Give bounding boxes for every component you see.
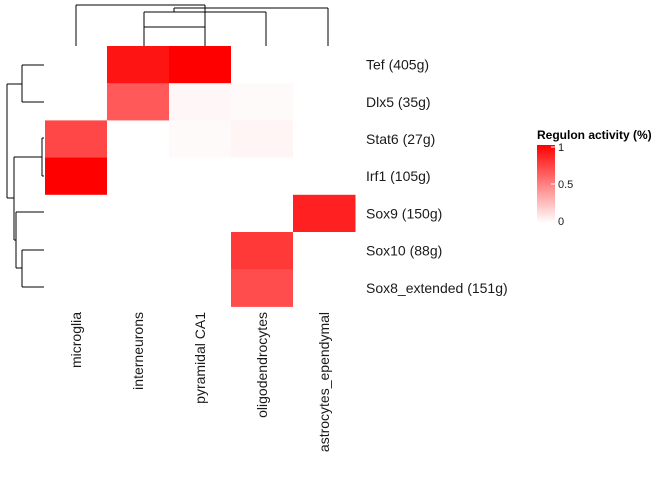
heatmap-cell bbox=[293, 194, 356, 233]
heatmap-cell bbox=[107, 269, 170, 307]
heatmap-cell bbox=[293, 46, 356, 84]
heatmap-cell bbox=[107, 194, 170, 233]
legend-tick-label: 0 bbox=[558, 216, 564, 228]
heatmap-cell bbox=[231, 83, 294, 121]
heatmap-cell bbox=[45, 232, 108, 270]
column-labels: microglia interneurons pyramidal CA1 oligod… bbox=[68, 312, 332, 452]
heatmap-cell bbox=[293, 83, 356, 121]
heatmap-cell bbox=[169, 120, 232, 159]
legend-tick-label: 1 bbox=[558, 142, 564, 154]
row-label: Sox10 (88g) bbox=[366, 243, 442, 259]
heatmap-cell bbox=[107, 120, 170, 159]
heatmap-cell bbox=[231, 269, 294, 307]
heatmap-cell bbox=[45, 120, 108, 159]
row-label: Dlx5 (35g) bbox=[366, 94, 431, 110]
heatmap-cell bbox=[45, 194, 108, 233]
heatmap-cell bbox=[231, 120, 294, 159]
heatmap-cell bbox=[169, 269, 232, 307]
heatmap-cell bbox=[293, 232, 356, 270]
heatmap-cell bbox=[293, 120, 356, 159]
heatmap-cell bbox=[45, 83, 108, 121]
color-legend: Regulon activity (%) 10.50 bbox=[537, 128, 652, 228]
heatmap-cell bbox=[231, 194, 294, 233]
heatmap-cell bbox=[293, 269, 356, 307]
row-label: Irf1 (105g) bbox=[366, 168, 431, 184]
legend-tick-label: 0.5 bbox=[558, 179, 573, 191]
heatmap-cell bbox=[169, 194, 232, 233]
heatmap-cell bbox=[45, 157, 108, 196]
column-dendrogram bbox=[75, 4, 329, 46]
legend-colorbar bbox=[537, 145, 555, 223]
heatmap-cell bbox=[231, 157, 294, 196]
row-label: Stat6 (27g) bbox=[366, 131, 435, 147]
legend-ticks: 10.50 bbox=[551, 142, 573, 228]
heatmap-cell bbox=[231, 232, 294, 270]
heatmap-cell bbox=[169, 157, 232, 196]
heatmap-cell bbox=[107, 46, 170, 84]
heatmap-cells bbox=[45, 46, 356, 307]
heatmap-cell bbox=[107, 157, 170, 196]
column-label: astrocytes_ependymal bbox=[316, 312, 332, 452]
heatmap-cell bbox=[107, 232, 170, 270]
heatmap-cell bbox=[45, 46, 108, 84]
column-label: microglia bbox=[68, 312, 84, 368]
heatmap-cell bbox=[293, 157, 356, 196]
heatmap-cell bbox=[45, 269, 108, 307]
heatmap-cell bbox=[169, 83, 232, 121]
row-dendrogram bbox=[6, 64, 44, 288]
row-label: Sox8_extended (151g) bbox=[366, 280, 508, 296]
heatmap-cell bbox=[169, 46, 232, 84]
column-label: oligodendrocytes bbox=[254, 312, 270, 418]
legend-title: Regulon activity (%) bbox=[537, 128, 652, 142]
heatmap-cell bbox=[107, 83, 170, 121]
row-labels: Tef (405g) Dlx5 (35g) Stat6 (27g) Irf1 (105… bbox=[366, 57, 508, 296]
heatmap-cell bbox=[169, 232, 232, 270]
column-label: interneurons bbox=[130, 312, 146, 390]
row-label: Tef (405g) bbox=[366, 57, 429, 73]
heatmap-cell bbox=[231, 46, 294, 84]
row-label: Sox9 (150g) bbox=[366, 205, 442, 221]
column-label: pyramidal CA1 bbox=[192, 312, 208, 404]
